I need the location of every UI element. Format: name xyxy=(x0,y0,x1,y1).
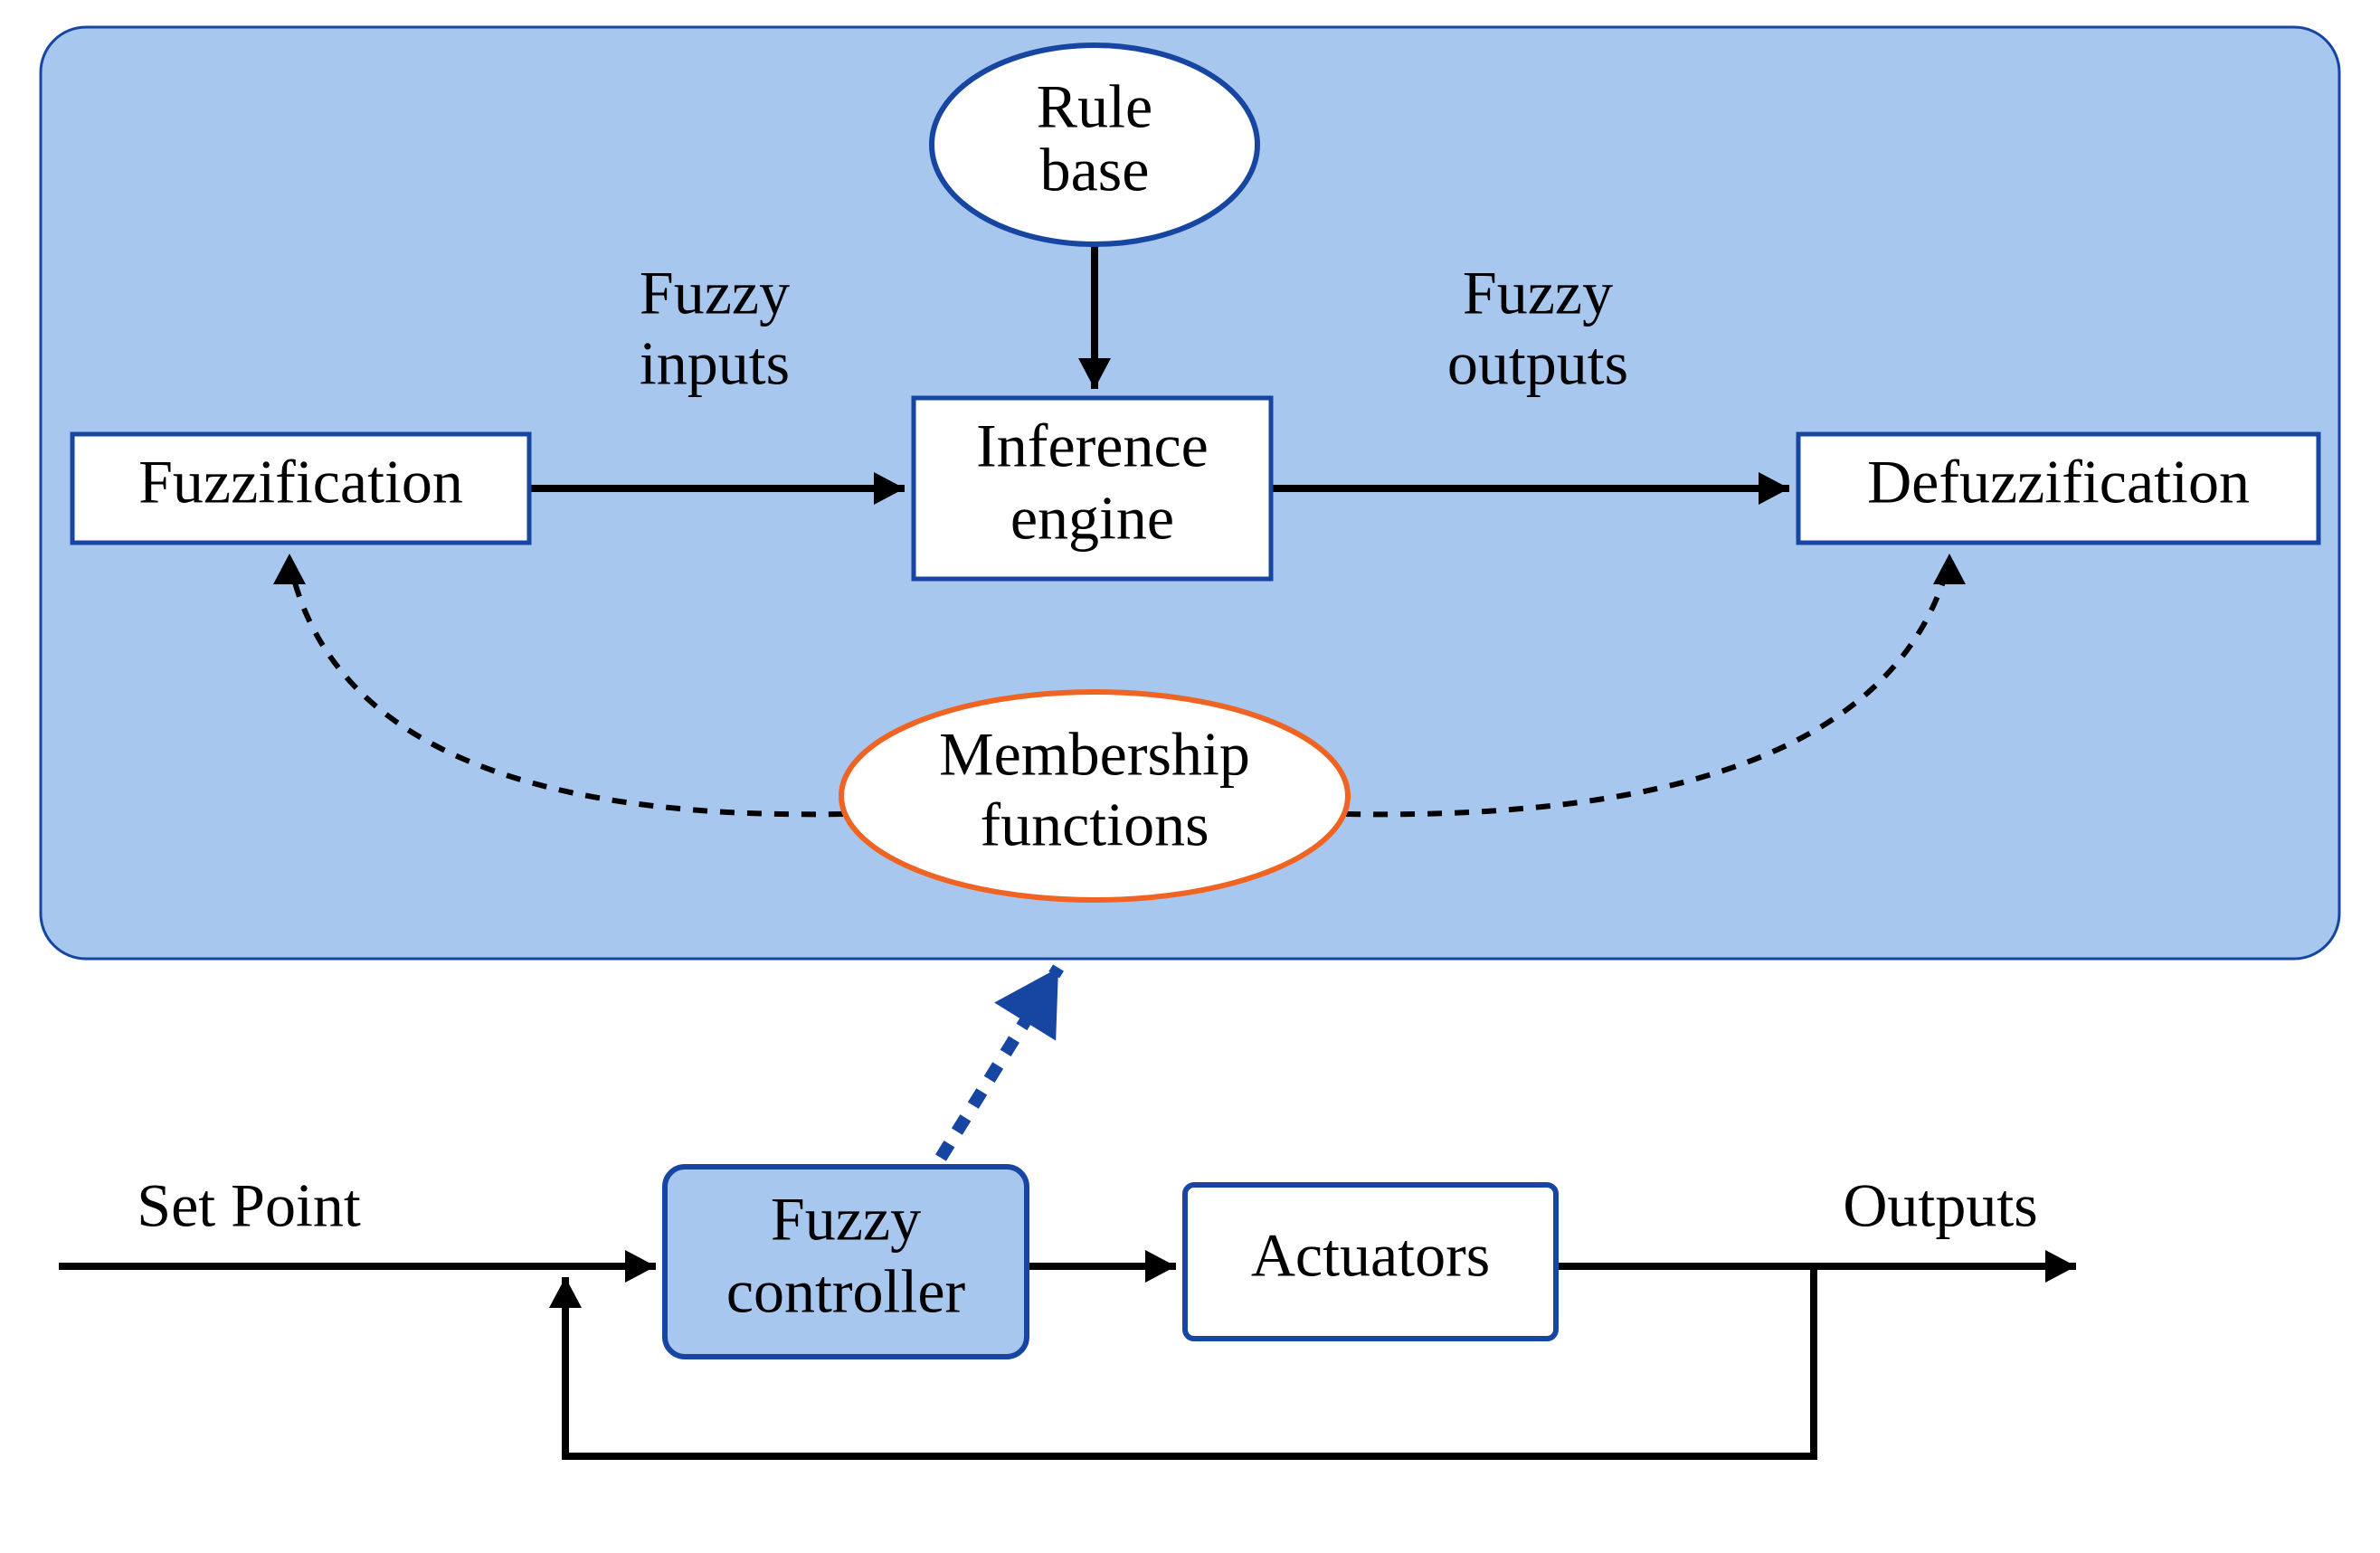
node-rule_base-label-line1: base xyxy=(1040,136,1150,204)
label-fuzzy_inputs-line1: inputs xyxy=(640,329,790,398)
diagram-svg: Rulebase Fuzzification Inferenceengine Defu… xyxy=(0,0,2380,1553)
label-fuzzy_outputs-line0: Fuzzy xyxy=(1463,259,1613,327)
node-inference-label-line0: Inference xyxy=(976,412,1209,480)
node-inference-label-line1: engine xyxy=(1010,484,1174,553)
node-fuzzy_controller-label-line1: controller xyxy=(726,1257,966,1326)
node-membership-label-line0: Membership xyxy=(939,720,1250,789)
node-rule_base-label-line0: Rule xyxy=(1037,72,1152,141)
node-fuzzification-label-line0: Fuzzification xyxy=(138,448,463,516)
label-set_point-line0: Set Point xyxy=(137,1171,361,1240)
label-fuzzy_outputs-line1: outputs xyxy=(1447,329,1628,398)
node-actuators-label-line0: Actuators xyxy=(1251,1221,1490,1290)
node-defuzzification-label-line0: Defuzzification xyxy=(1867,448,2250,516)
diagram-root: Rulebase Fuzzification Inferenceengine Defu… xyxy=(0,0,2380,1553)
label-fuzzy_inputs-line0: Fuzzy xyxy=(640,259,790,327)
node-membership-label-line1: functions xyxy=(980,791,1209,859)
label-outputs-line0: Outputs xyxy=(1843,1171,2037,1240)
node-fuzzy_controller-label-line0: Fuzzy xyxy=(771,1185,921,1254)
